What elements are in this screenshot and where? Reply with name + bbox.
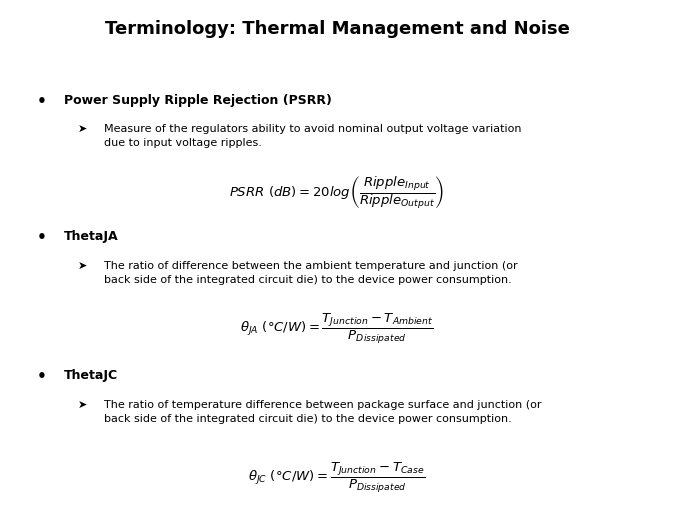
- Text: $PSRR\ (dB) = 20log\left(\dfrac{Ripple_{Input}}{Ripple_{Output}}\right)$: $PSRR\ (dB) = 20log\left(\dfrac{Ripple_{…: [229, 174, 445, 211]
- Text: Measure of the regulators ability to avoid nominal output voltage variation
due : Measure of the regulators ability to avo…: [104, 124, 522, 147]
- Text: ➤: ➤: [78, 260, 87, 270]
- Text: ➤: ➤: [78, 124, 87, 134]
- Text: •: •: [37, 93, 47, 109]
- Text: ThetaJA: ThetaJA: [64, 230, 119, 243]
- Text: $\theta_{JA}\ (\degree C/W) = \dfrac{T_{Junction} - T_{Ambient}}{P_{Dissipated}}: $\theta_{JA}\ (\degree C/W) = \dfrac{T_{…: [240, 311, 434, 345]
- Text: The ratio of temperature difference between package surface and junction (or
bac: The ratio of temperature difference betw…: [104, 399, 542, 423]
- Text: The ratio of difference between the ambient temperature and junction (or
back si: The ratio of difference between the ambi…: [104, 260, 518, 284]
- Text: •: •: [37, 230, 47, 245]
- Text: ➤: ➤: [78, 399, 87, 409]
- Text: Terminology: Thermal Management and Noise: Terminology: Thermal Management and Nois…: [104, 20, 570, 38]
- Text: •: •: [37, 369, 47, 384]
- Text: ThetaJC: ThetaJC: [64, 369, 118, 382]
- Text: Power Supply Ripple Rejection (PSRR): Power Supply Ripple Rejection (PSRR): [64, 93, 332, 107]
- Text: $\theta_{JC}\ (\degree C/W) = \dfrac{T_{Junction} - T_{Case}}{P_{Dissipated}}$: $\theta_{JC}\ (\degree C/W) = \dfrac{T_{…: [249, 460, 425, 494]
